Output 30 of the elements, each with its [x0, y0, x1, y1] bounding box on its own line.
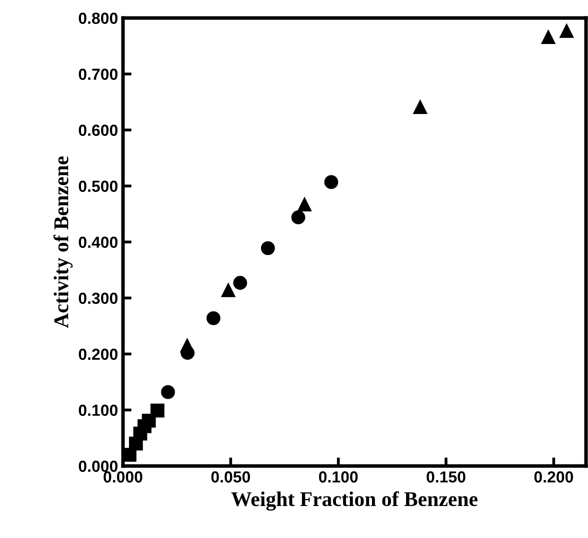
point [260, 241, 275, 256]
y-tick-label: 0.600 [78, 124, 118, 136]
y-tick-label: 0.300 [78, 292, 118, 304]
point [142, 414, 156, 428]
x-tick-label: 0.050 [211, 471, 250, 483]
point [233, 276, 248, 290]
point [161, 385, 175, 400]
x-tick-label: 0.150 [426, 471, 466, 483]
x-tick-label: 0.000 [104, 471, 142, 483]
point [180, 338, 194, 353]
point [298, 198, 312, 212]
point [221, 283, 236, 298]
y-tick-label: 0.100 [78, 404, 118, 416]
y-tick-label: 0.500 [78, 180, 118, 192]
point [541, 30, 556, 44]
point [560, 24, 574, 38]
point [324, 175, 338, 190]
point [291, 210, 306, 224]
y-tick-label: 0.000 [78, 460, 118, 472]
point [150, 404, 164, 418]
point [206, 311, 220, 326]
y-axis-title: Activity of Benzene [53, 156, 73, 328]
y-tick-label: 0.700 [78, 68, 118, 80]
x-tick-label: 0.100 [318, 471, 358, 483]
y-tick-label: 0.400 [78, 236, 118, 248]
y-tick-label: 0.200 [78, 348, 118, 360]
point [413, 100, 428, 114]
y-tick-label: 0.800 [78, 12, 118, 24]
x-axis-title: Weight Fraction of Benzene [231, 491, 478, 511]
x-tick-label: 0.200 [534, 471, 574, 483]
